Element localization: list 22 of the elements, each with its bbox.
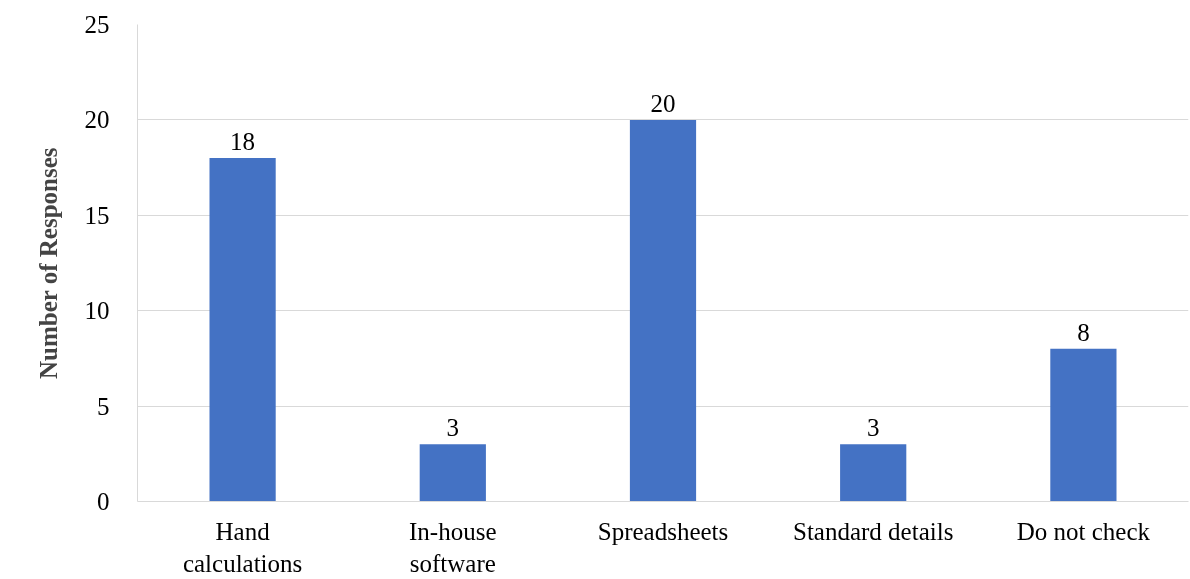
bar xyxy=(629,119,697,502)
bar xyxy=(209,158,276,502)
y-tick-label: 20 xyxy=(84,106,110,134)
data-label: 3 xyxy=(866,414,880,442)
x-tick-label: Spreadsheets xyxy=(597,517,729,545)
x-tick-label: Hand calculations xyxy=(182,517,303,577)
x-tick-label: Do not check xyxy=(1016,517,1151,545)
bar xyxy=(1050,348,1117,502)
x-tick-label: In-house software xyxy=(409,517,497,577)
bar xyxy=(840,444,907,502)
y-tick-label: 5 xyxy=(97,392,110,420)
y-tick-label: 10 xyxy=(84,297,110,325)
data-label: 18 xyxy=(230,128,256,156)
y-axis-title: Number of Responses xyxy=(34,147,62,379)
y-tick-label: 15 xyxy=(84,201,110,229)
y-tick-label: 0 xyxy=(97,488,110,515)
data-label: 20 xyxy=(650,89,676,117)
bar xyxy=(419,444,486,502)
data-label: 8 xyxy=(1077,318,1090,346)
x-tick-label: Standard details xyxy=(793,517,954,545)
data-label: 3 xyxy=(446,414,460,442)
y-tick-label: 25 xyxy=(84,11,110,38)
